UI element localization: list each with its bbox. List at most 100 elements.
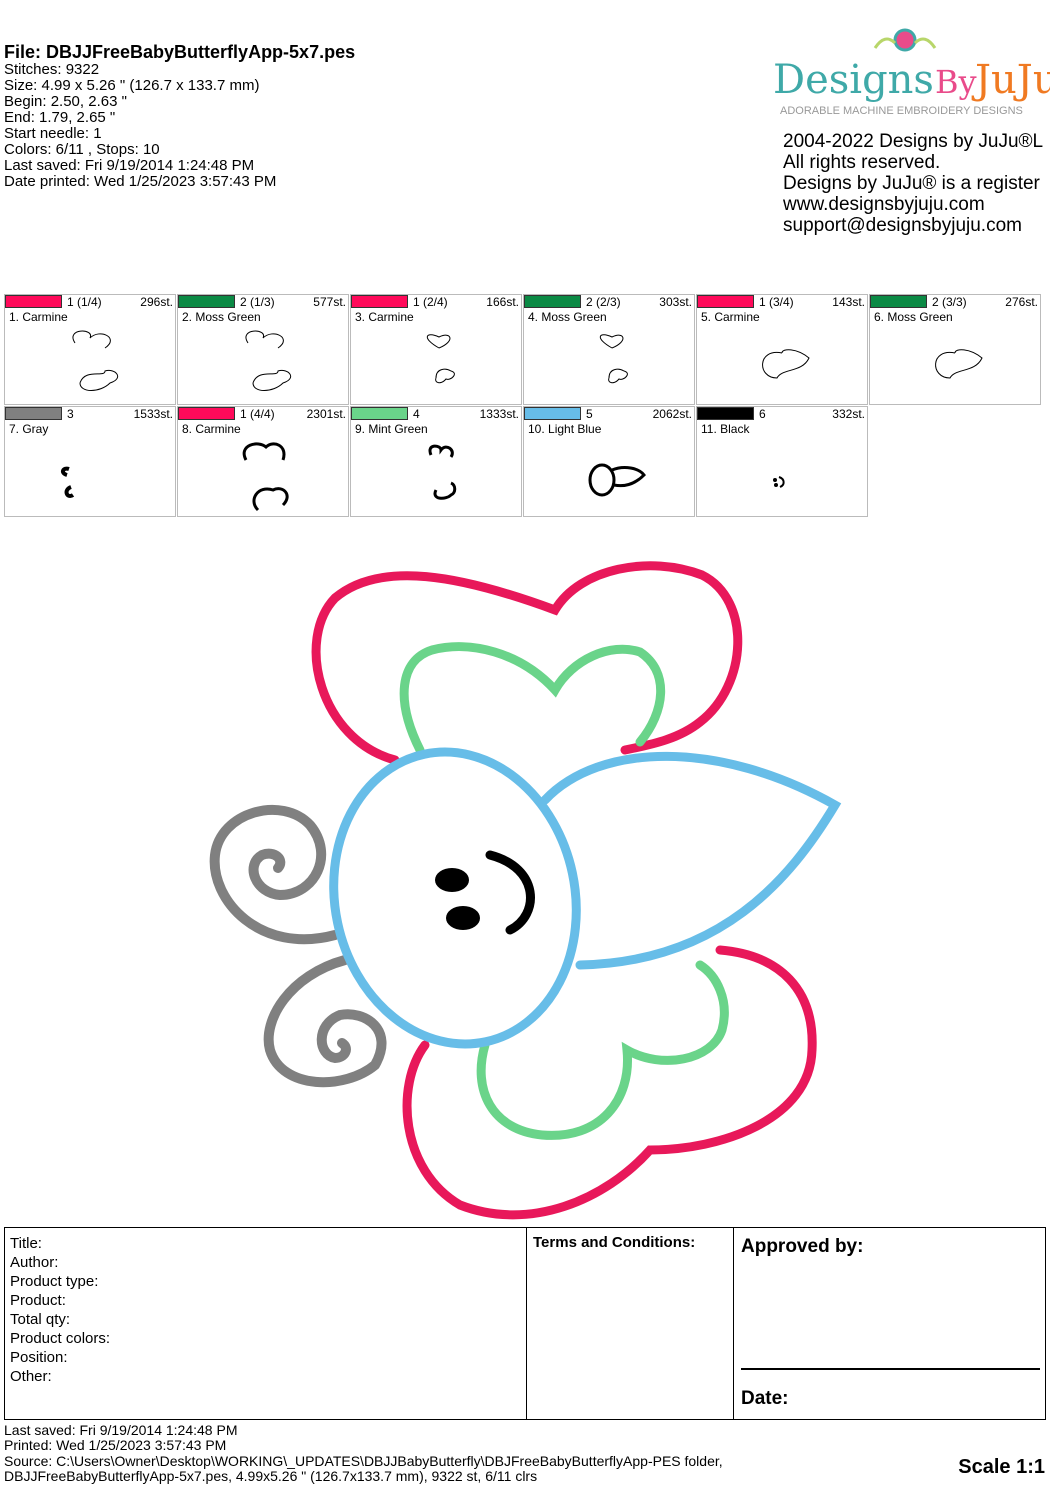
front-wing-outline <box>540 751 842 970</box>
color-name: 4. Moss Green <box>528 310 607 324</box>
footer-saved: Last saved: Fri 9/19/2014 1:24:48 PM Pri… <box>4 1423 237 1453</box>
signature-line <box>741 1368 1040 1370</box>
approved-by-label: Approved by: <box>741 1236 864 1257</box>
stitch-count: 577st. <box>313 295 346 309</box>
lower-wing-outline <box>402 945 817 1220</box>
approval-form: Title: Author: Product type: Product: Total … <box>4 1227 1046 1420</box>
website-link[interactable]: www.designsbyjuju.com <box>783 194 985 215</box>
color-swatch <box>697 407 754 420</box>
color-name: 6. Moss Green <box>874 310 953 324</box>
upper-wing-outline <box>311 561 743 765</box>
upper-antenna-swirl <box>209 805 340 945</box>
needle-sequence: 3 <box>67 407 74 421</box>
needle-sequence: 2 (2/3) <box>586 295 621 309</box>
color-name: 7. Gray <box>9 422 49 436</box>
body-outline <box>329 747 581 1049</box>
color-name: 5. Carmine <box>701 310 760 324</box>
stitch-count: 296st. <box>140 295 173 309</box>
color-stop-cell: 3 1533st. 7. Gray <box>4 406 176 517</box>
form-field-label: Total qty: <box>10 1311 71 1328</box>
butterfly-design-preview <box>209 561 842 1220</box>
footer-last-saved: Last saved: Fri 9/19/2014 1:24:48 PM <box>4 1422 238 1438</box>
color-name: 10. Light Blue <box>528 422 602 436</box>
stitch-count: 143st. <box>832 295 865 309</box>
form-field-label: Title: <box>10 1235 42 1252</box>
form-field-label: Product colors: <box>10 1330 111 1347</box>
form-field-label: Other: <box>10 1368 52 1385</box>
color-name: 2. Moss Green <box>182 310 261 324</box>
color-stop-cell: 2 (1/3) 577st. 2. Moss Green <box>177 294 349 405</box>
svg-text:ADORABLE MACHINE EMBROIDERY DE: ADORABLE MACHINE EMBROIDERY DESIGNS <box>780 105 1023 117</box>
stitch-count: 303st. <box>659 295 692 309</box>
color-stop-cell: 2 (2/3) 303st. 4. Moss Green <box>523 294 695 405</box>
info-line: Last saved: Fri 9/19/2014 1:24:48 PM <box>4 157 255 174</box>
color-swatch <box>178 295 235 308</box>
color-swatch <box>351 407 408 420</box>
footer-printed: Printed: Wed 1/25/2023 3:57:43 PM <box>4 1437 227 1453</box>
face <box>435 850 535 935</box>
form-field-label: Position: <box>10 1349 68 1366</box>
designs-by-juju-logo: Designs By JuJu ADORABLE MACHINE EMBROID… <box>773 28 1050 117</box>
design-info: File: DBJJFreeBabyButterflyApp-5x7.pes S… <box>4 42 355 190</box>
needle-sequence: 1 (2/4) <box>413 295 448 309</box>
lower-antenna-swirl <box>263 955 387 1088</box>
copyright-notice: 2004-2022 Designs by JuJu®L All rights r… <box>783 131 1043 236</box>
support-email[interactable]: support@designsbyjuju.com <box>783 215 1022 236</box>
info-line: End: 1.79, 2.65 " <box>4 109 116 126</box>
form-field-label: Author: <box>10 1254 59 1271</box>
color-stop-thumbnail <box>588 463 646 497</box>
upper-inner-wing <box>399 642 666 755</box>
color-swatch <box>524 295 581 308</box>
info-line: Stitches: 9322 <box>4 61 100 78</box>
color-stop-cell: 1 (1/4) 296st. 1. Carmine <box>4 294 176 405</box>
needle-sequence: 5 <box>586 407 593 421</box>
color-stop-thumbnail <box>935 349 983 379</box>
color-swatch <box>524 407 581 420</box>
footer-source-file: DBJJFreeBabyButterflyApp-5x7.pes, 4.99x5… <box>4 1468 538 1484</box>
stitch-count: 2062st. <box>652 407 692 421</box>
color-swatch <box>697 295 754 308</box>
info-line: Size: 4.99 x 5.26 " (126.7 x 133.7 mm) <box>4 77 260 94</box>
file-name: File: DBJJFreeBabyButterflyApp-5x7.pes <box>4 42 356 62</box>
stitch-count: 166st. <box>486 295 519 309</box>
color-stop-cell: 5 2062st. 10. Light Blue <box>523 406 695 517</box>
product-fields: Title: Author: Product type: Product: Total … <box>10 1234 110 1386</box>
color-stop-cell: 1 (4/4) 2301st. 8. Carmine <box>177 406 349 517</box>
color-stop-cell: 1 (2/4) 166st. 3. Carmine <box>350 294 522 405</box>
svg-text:By: By <box>935 63 977 101</box>
form-field-label: Product: <box>10 1292 66 1309</box>
color-stop-cell: 6 332st. 11. Black <box>696 406 868 517</box>
color-stop-thumbnail <box>762 349 810 379</box>
info-line: Start needle: 1 <box>4 125 102 142</box>
svg-text:JuJu: JuJu <box>971 57 1050 103</box>
color-stop-thumbnail <box>426 334 455 384</box>
color-name: 1. Carmine <box>9 310 68 324</box>
color-stop-thumbnail <box>242 442 289 512</box>
form-field-label: Product type: <box>10 1273 99 1290</box>
color-stop-cell: 4 1333st. 9. Mint Green <box>350 406 522 517</box>
color-stop-cell: 2 (3/3) 276st. 6. Moss Green <box>869 294 1041 405</box>
color-stop-thumbnail <box>773 476 785 488</box>
stitch-count: 276st. <box>1005 295 1038 309</box>
color-name: 8. Carmine <box>182 422 241 436</box>
stitch-count: 1533st. <box>133 407 173 421</box>
copyright-line: All rights reserved. <box>783 152 941 173</box>
needle-sequence: 1 (3/4) <box>759 295 794 309</box>
color-swatch <box>178 407 235 420</box>
color-name: 3. Carmine <box>355 310 414 324</box>
footer-source-path: Source: C:\Users\Owner\Desktop\WORKING\_… <box>4 1453 723 1469</box>
color-stop-thumbnail <box>428 444 457 500</box>
color-stop-thumbnail <box>599 334 628 384</box>
terms-label: Terms and Conditions: <box>533 1234 696 1251</box>
lower-inner-wing <box>476 960 729 1140</box>
color-name: 9. Mint Green <box>355 422 428 436</box>
needle-sequence: 2 (1/3) <box>240 295 275 309</box>
scale-label: Scale 1:1 <box>958 1456 1045 1478</box>
color-swatch <box>870 295 927 308</box>
copyright-line: Designs by JuJu® is a register <box>783 173 1040 194</box>
copyright-line: 2004-2022 Designs by JuJu®L <box>783 131 1044 152</box>
needle-sequence: 2 (3/3) <box>932 295 967 309</box>
info-line: Colors: 6/11 , Stops: 10 <box>4 141 160 158</box>
info-line: Begin: 2.50, 2.63 " <box>4 93 127 110</box>
stitch-count: 2301st. <box>306 407 346 421</box>
